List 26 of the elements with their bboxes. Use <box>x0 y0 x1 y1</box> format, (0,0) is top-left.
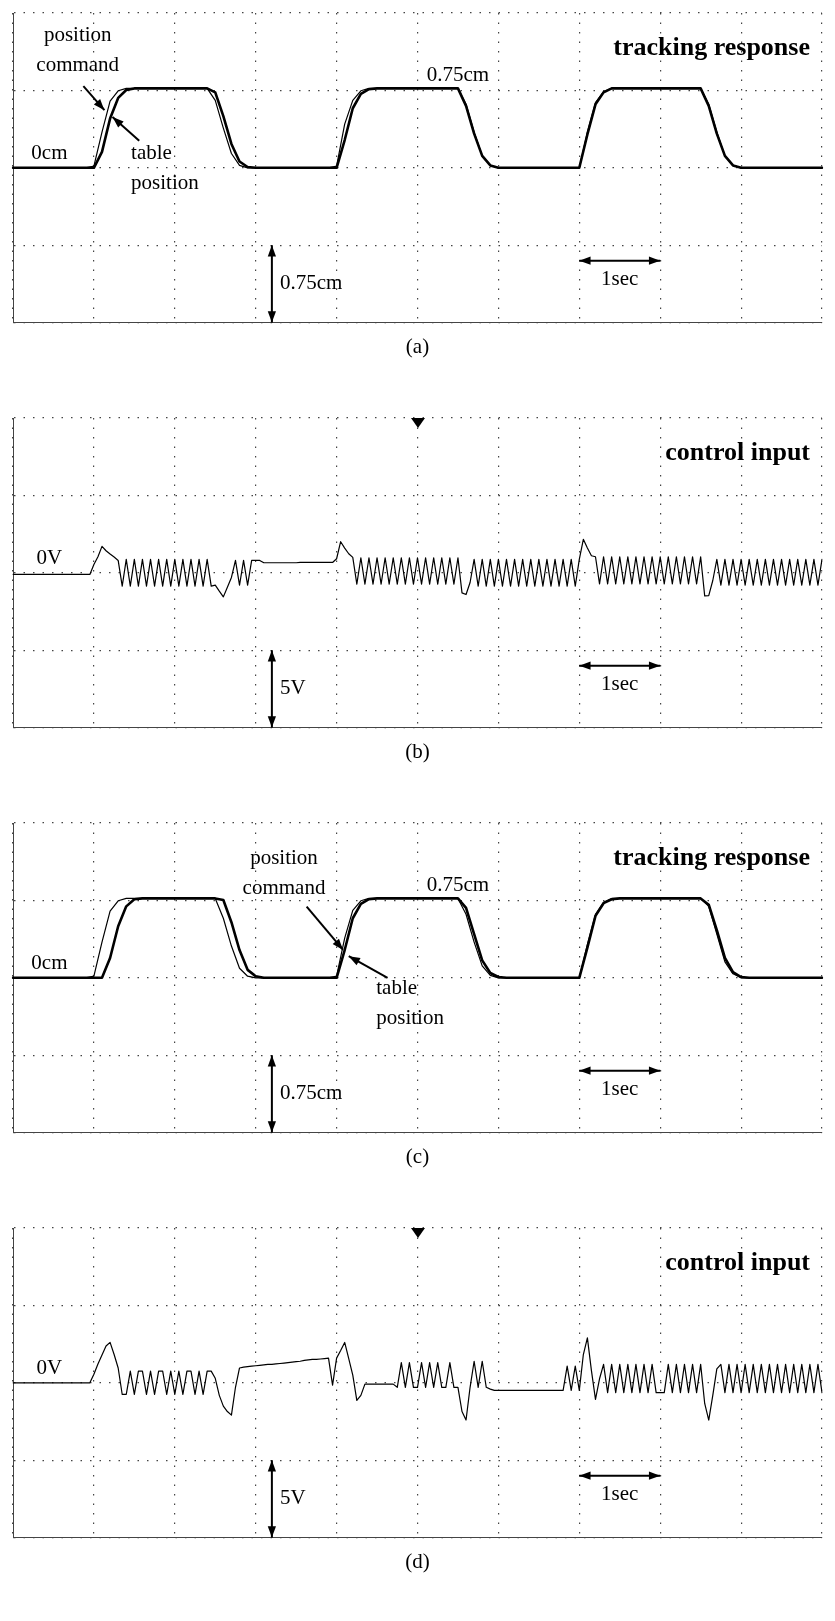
annotation: 0V <box>36 544 63 569</box>
text: 5V <box>279 1485 306 1510</box>
text: 1sec <box>601 265 639 290</box>
chart-title: control input <box>665 1246 811 1276</box>
annotation: table position <box>131 140 200 195</box>
annotation: 0V <box>36 1354 63 1379</box>
text: 0.75cm <box>279 1080 343 1105</box>
chart-title: control input <box>665 436 811 466</box>
text: 1sec <box>601 670 639 695</box>
text: 1sec <box>601 1480 639 1505</box>
chart-title: tracking response <box>613 31 810 61</box>
annotation: table position <box>376 974 445 1029</box>
text: 0.75cm <box>279 270 343 295</box>
annotation: 0cm <box>31 139 68 164</box>
text: 5V <box>279 675 306 700</box>
text: 1sec <box>601 1075 639 1100</box>
text: (b) <box>405 738 430 763</box>
chart-title: tracking response <box>613 841 810 871</box>
text: (d) <box>405 1548 430 1573</box>
annotation: 0cm <box>31 949 68 974</box>
text: 0.75cm <box>426 62 490 87</box>
text: (c) <box>405 1143 430 1168</box>
text: position command <box>36 22 120 77</box>
text: (a) <box>405 333 430 358</box>
annotation: position command <box>242 844 326 899</box>
text: 0.75cm <box>426 872 490 897</box>
